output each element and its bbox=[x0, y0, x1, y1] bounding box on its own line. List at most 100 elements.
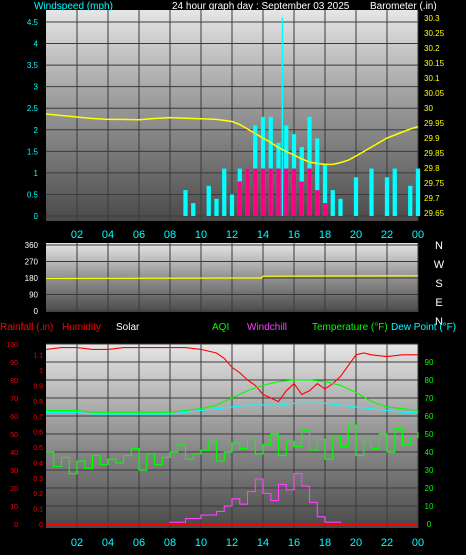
compass-label: N bbox=[435, 316, 443, 328]
rainfall-tick-label: 1.1 bbox=[33, 353, 43, 360]
wind-speed-bar bbox=[214, 198, 219, 216]
x-tick-label: 02 bbox=[71, 537, 83, 549]
x-tick-label: 08 bbox=[164, 537, 176, 549]
barometer-tick-label: 29.9 bbox=[424, 134, 440, 143]
direction-tick-label: 90 bbox=[29, 291, 38, 300]
rainfall-axis-ticks: 0 0.1 0.2 0.3 0.4 0.5 0.6 0.7 0.8 0.9 1 1.1 bbox=[33, 353, 43, 529]
barometer-tick-label: 29.85 bbox=[424, 149, 445, 158]
legend-item: Windchill bbox=[247, 322, 287, 333]
legend: Rainfall (.in) Humidity Solar AQI Windchill T… bbox=[0, 322, 456, 333]
rainfall-tick-label: 0.9 bbox=[33, 383, 43, 390]
direction-axis-ticks: 0 90 180 270 360 bbox=[25, 241, 39, 316]
humidity-tick-label: 80 bbox=[10, 378, 18, 385]
legend-item: Rainfall (.in) bbox=[0, 322, 53, 333]
compass-label: E bbox=[435, 297, 442, 309]
rainfall-tick-label: 0.6 bbox=[33, 430, 43, 437]
wind-gust-bar bbox=[307, 168, 312, 216]
x-axis-ticks-top: 02 04 06 08 10 12 14 16 18 20 22 00 bbox=[71, 229, 424, 241]
x-tick-label: 18 bbox=[319, 537, 331, 549]
humidity-tick-label: 100 bbox=[6, 342, 18, 349]
legend-item: Dew Point (°F) bbox=[391, 322, 456, 333]
x-tick-label: 14 bbox=[257, 537, 269, 549]
humidity-tick-label: 30 bbox=[10, 468, 18, 475]
wind-speed-bar bbox=[229, 194, 235, 216]
x-tick-label: 08 bbox=[164, 229, 176, 241]
x-tick-label: 10 bbox=[195, 229, 207, 241]
rainfall-tick-label: 0.2 bbox=[33, 491, 43, 498]
direction-tick-label: 270 bbox=[25, 258, 39, 267]
x-tick-label: 06 bbox=[133, 537, 145, 549]
wind-speed-bar bbox=[307, 116, 312, 216]
x-tick-label: 22 bbox=[381, 229, 393, 241]
humidity-tick-label: 40 bbox=[10, 450, 18, 457]
wind-speed-bar bbox=[315, 138, 320, 216]
wind-speed-bar bbox=[408, 185, 413, 216]
temperature-tick-label: 70 bbox=[425, 394, 434, 403]
barometer-tick-label: 30.3 bbox=[424, 14, 440, 23]
wind-direction-line bbox=[45, 275, 419, 279]
dew-point-series bbox=[46, 402, 418, 415]
temperature-tick-label: 20 bbox=[425, 484, 434, 493]
humidity-tick-label: 60 bbox=[10, 414, 18, 421]
temperature-tick-label: 80 bbox=[425, 376, 434, 385]
aqi-series bbox=[46, 424, 419, 475]
x-tick-label: 02 bbox=[71, 229, 83, 241]
rainfall-tick-label: 0.4 bbox=[33, 460, 43, 467]
wind-gust-bar bbox=[245, 168, 250, 216]
wind-speed-bar bbox=[384, 177, 390, 216]
wind-speed-bar bbox=[338, 198, 343, 216]
wind-speed-bar bbox=[222, 168, 227, 216]
wind-speed-bar bbox=[206, 185, 211, 216]
x-tick-label: 12 bbox=[226, 537, 238, 549]
compass-label: S bbox=[435, 278, 442, 290]
temperature-tick-label: 10 bbox=[425, 502, 434, 511]
x-tick-label: 20 bbox=[350, 229, 362, 241]
rainfall-tick-label: 0 bbox=[39, 522, 43, 529]
windspeed-tick-label: 3.5 bbox=[27, 61, 39, 70]
wind-direction-series bbox=[45, 275, 419, 279]
rainfall-tick-label: 0.5 bbox=[33, 445, 43, 452]
grid-direction bbox=[46, 243, 419, 312]
rainfall-tick-label: 0.1 bbox=[33, 507, 43, 514]
temperature-tick-label: 60 bbox=[425, 412, 434, 421]
x-tick-label: 00 bbox=[412, 537, 424, 549]
x-tick-label: 18 bbox=[319, 229, 331, 241]
temperature-tick-label: 30 bbox=[425, 466, 434, 475]
barometer-tick-label: 29.65 bbox=[424, 209, 445, 218]
wind-speed-bar bbox=[191, 203, 196, 216]
temperature-tick-label: 0 bbox=[427, 520, 432, 529]
windspeed-tick-label: 3 bbox=[34, 83, 39, 92]
windspeed-tick-label: 1 bbox=[34, 169, 39, 178]
x-tick-label: 16 bbox=[288, 537, 300, 549]
x-axis-ticks-bottom: 02 04 06 08 10 12 14 16 18 20 22 00 bbox=[71, 537, 424, 549]
compass-label: W bbox=[434, 259, 445, 271]
wind-gust-bar bbox=[268, 168, 273, 216]
barometer-tick-label: 30.1 bbox=[424, 74, 440, 83]
wind-gust-bar bbox=[315, 190, 320, 216]
chart-title: 24 hour graph day : September 03 2025 bbox=[172, 1, 350, 12]
windspeed-tick-label: 0 bbox=[34, 212, 39, 221]
humidity-tick-label: 0 bbox=[14, 522, 18, 529]
windspeed-tick-label: 2.5 bbox=[27, 104, 39, 113]
wind-speed-bar bbox=[415, 168, 421, 216]
x-tick-label: 04 bbox=[102, 537, 114, 549]
barometer-line bbox=[45, 113, 419, 166]
temperature-axis-ticks: 0 10 20 30 40 50 60 70 80 90 bbox=[425, 358, 434, 529]
temperature-series bbox=[46, 379, 419, 413]
barometer-tick-label: 30.15 bbox=[424, 59, 445, 68]
barometer-axis-label: Barometer (.in) bbox=[370, 1, 437, 12]
x-tick-label: 14 bbox=[257, 229, 269, 241]
direction-tick-label: 180 bbox=[25, 274, 39, 283]
windspeed-axis-ticks: 0 0.5 1 1.5 2 2.5 3 3.5 4 4.5 bbox=[27, 18, 39, 221]
x-tick-label: 06 bbox=[133, 229, 145, 241]
windspeed-tick-label: 1.5 bbox=[27, 147, 39, 156]
direction-tick-label: 360 bbox=[25, 241, 39, 250]
legend-item: Temperature (°F) bbox=[312, 322, 388, 333]
wind-gust-bar bbox=[237, 181, 242, 216]
barometer-tick-label: 29.7 bbox=[424, 194, 440, 203]
humidity-axis-ticks: 0 10 20 30 40 50 60 70 80 90 100 bbox=[6, 342, 18, 529]
wind-gust-bar bbox=[291, 168, 297, 216]
